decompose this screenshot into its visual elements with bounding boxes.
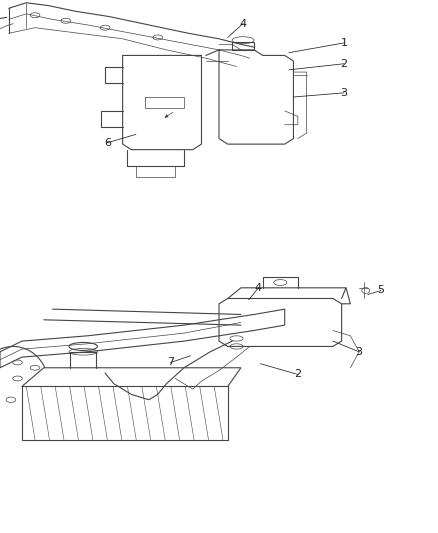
Text: 7: 7 xyxy=(167,358,174,367)
Text: 4: 4 xyxy=(240,19,247,29)
Text: 6: 6 xyxy=(104,138,111,148)
Text: 3: 3 xyxy=(340,88,347,98)
Text: 2: 2 xyxy=(294,369,301,379)
Text: 4: 4 xyxy=(255,283,262,293)
Text: 2: 2 xyxy=(340,59,347,69)
Text: 3: 3 xyxy=(356,347,363,357)
Text: 1: 1 xyxy=(340,38,347,48)
Text: 5: 5 xyxy=(378,286,385,295)
